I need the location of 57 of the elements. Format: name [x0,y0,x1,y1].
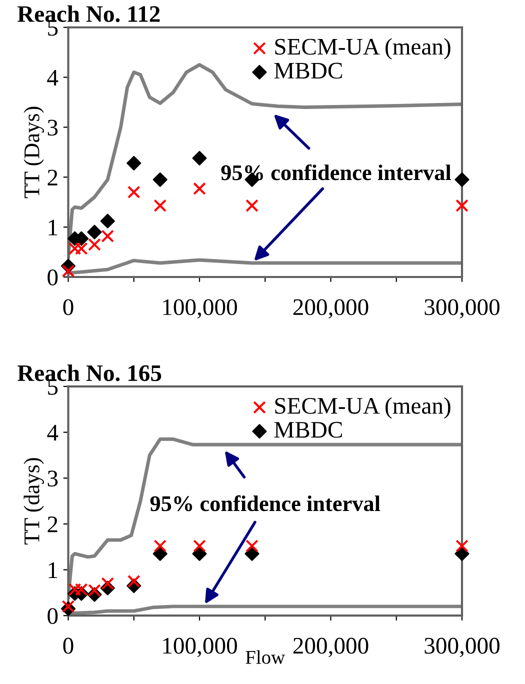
legend-label: SECM-UA (mean) [275,38,450,60]
x-tick-label: 300,000 [424,299,500,319]
point [127,186,140,199]
y-axis-title: TT (days) [24,458,44,545]
x-tick-label: 200,000 [293,299,368,319]
point [100,214,115,228]
x-tick-label: 100,000 [163,299,237,319]
point [244,546,260,562]
chart-title: Reach No. 112 [17,5,160,22]
point [454,172,470,187]
point [127,574,140,588]
y-tick-label: 1 [48,220,58,236]
point [101,230,114,242]
x-tick-label: 300,000 [424,638,500,658]
line-series [68,63,462,259]
point [154,199,167,212]
legend-label: MBDC [274,62,342,79]
x-axis-title: Flow [246,650,286,664]
point [246,540,258,552]
point [154,540,167,552]
line-series [68,437,462,600]
y-tick-label: 3 [48,470,58,487]
point [62,264,75,278]
point [454,546,470,562]
y-tick-label: 0 [48,270,58,286]
y-tick-label: 0 [48,608,58,624]
point [193,540,206,552]
point [88,238,101,251]
point [101,577,114,590]
point [456,540,468,552]
legend-label: MBDC [274,422,342,438]
y-tick-label: 4 [47,70,58,86]
y-tick-label: 2 [48,516,58,532]
legend-label: SECM-UA (mean) [275,397,450,419]
x-tick-label: 100,000 [163,638,237,658]
point [87,224,102,240]
point [192,546,207,562]
point [152,172,168,187]
point [246,199,258,212]
point [192,150,207,166]
point [74,242,88,255]
y-tick-label: 4 [47,424,58,440]
y-axis-title: TT (Days) [24,106,44,198]
x-tick-label: 0 [63,638,74,654]
point [193,182,206,196]
y-tick-label: 2 [48,170,58,186]
y-tick-label: 1 [48,562,58,578]
point [62,600,75,613]
point [456,199,468,212]
point [126,156,142,170]
point [68,242,82,255]
point [68,583,82,596]
chart-title: Reach No. 165 [17,364,162,382]
annotation: 95% confidence interval [150,495,380,512]
x-tick-label: 0 [63,299,74,316]
x-tick-label: 200,000 [293,638,368,658]
y-tick-label: 3 [48,120,58,136]
